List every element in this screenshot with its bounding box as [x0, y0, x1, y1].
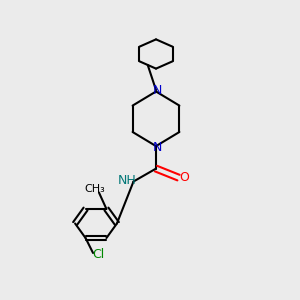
Text: N: N — [153, 83, 162, 97]
Text: CH₃: CH₃ — [84, 184, 105, 194]
Text: O: O — [179, 171, 189, 184]
Text: Cl: Cl — [92, 248, 105, 261]
Text: N: N — [153, 141, 162, 154]
Text: NH: NH — [118, 174, 136, 187]
